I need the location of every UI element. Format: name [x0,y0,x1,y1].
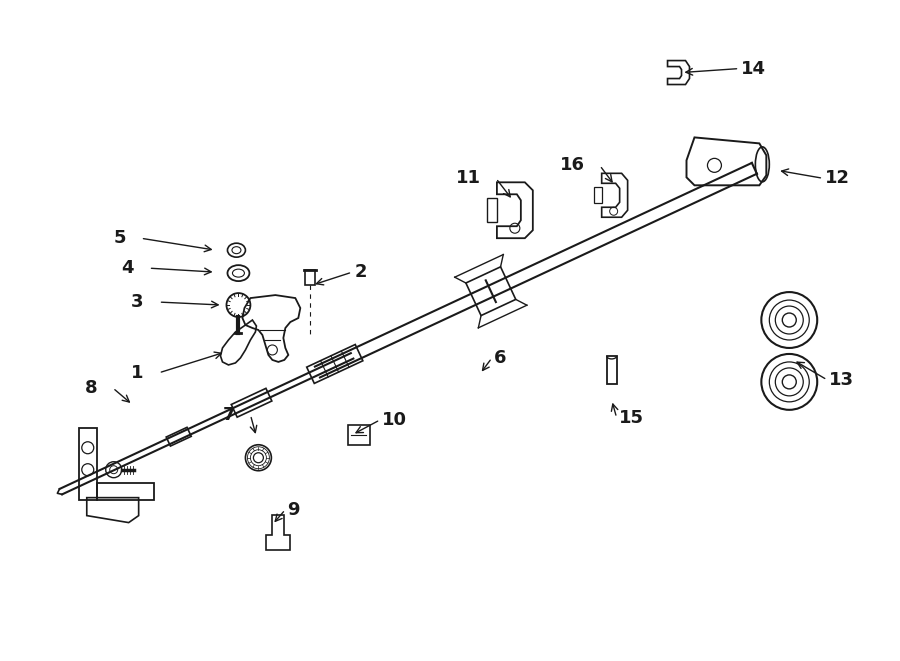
Text: 12: 12 [825,169,850,187]
Text: 5: 5 [113,229,126,247]
Text: 13: 13 [829,371,854,389]
Text: 8: 8 [86,379,98,397]
Text: 9: 9 [287,500,300,519]
Text: 7: 7 [223,406,236,424]
Text: 3: 3 [131,293,144,311]
Text: 11: 11 [456,169,481,187]
Text: 14: 14 [742,59,767,77]
Text: 16: 16 [560,157,585,175]
Text: 1: 1 [131,364,144,382]
Text: 6: 6 [494,349,507,367]
Text: 10: 10 [382,411,407,429]
Text: 2: 2 [355,263,366,281]
Text: 15: 15 [618,408,644,427]
Text: 4: 4 [122,259,134,277]
